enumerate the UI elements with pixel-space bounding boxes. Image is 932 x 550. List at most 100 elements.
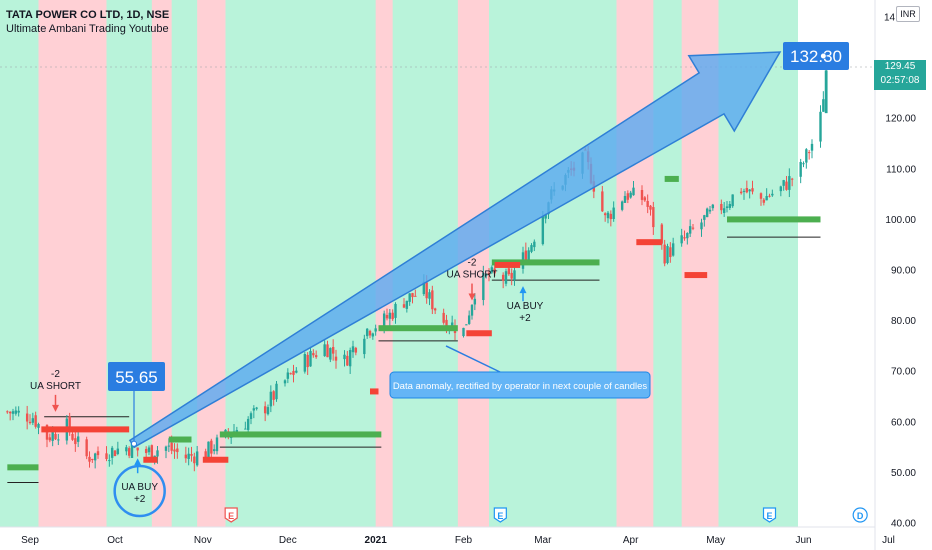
candle-190 [759,192,763,206]
candle-body [731,194,734,207]
candle-body [144,448,148,454]
candle-body [802,163,805,165]
candle-body [292,370,295,375]
candle-body [501,274,505,281]
candle-150 [601,185,604,213]
candle-93 [371,332,375,340]
candle-body [286,372,290,379]
candle-body [363,338,366,355]
candle-body [85,439,88,457]
anomaly-note: Data anomaly, rectified by operator in n… [389,345,651,399]
candle-body [504,271,508,284]
candle-body [195,451,199,466]
candle-body [768,195,771,197]
candle-117 [467,310,471,325]
candle-body [130,443,134,458]
candle-5 [25,405,29,430]
candle-77 [309,346,312,367]
candle-body [25,413,29,422]
candle-27 [110,445,114,465]
candle-body [365,328,369,337]
candle-40 [164,445,168,459]
callout-label: 55.65 [115,368,158,387]
y-tick-label: 70.00 [891,367,916,378]
candle-103 [411,292,414,304]
candle-92 [368,329,372,339]
candle-126 [504,268,508,287]
candle-21 [88,451,91,468]
candle-body [371,333,375,337]
candle-165 [660,223,664,250]
candle-body [190,454,193,456]
candle-85 [343,350,346,367]
candle-49 [195,445,199,467]
candle-body [394,303,397,318]
candle-151 [603,212,607,222]
candle-197 [785,175,788,191]
candle-99 [394,302,397,324]
candle-94 [374,324,377,336]
candle-body [487,272,491,275]
trend-arrow [128,51,782,449]
candle-107 [428,289,431,306]
candle-44 [176,443,179,459]
candle-182 [725,200,729,213]
candle-74 [295,367,298,374]
candle-118 [470,304,474,320]
candle-81 [326,340,329,358]
candle-body [632,187,635,196]
candle-166 [663,239,666,267]
candle-body [799,162,802,177]
candle-body [346,355,349,366]
candle-body [703,215,706,220]
candle-163 [649,204,652,216]
future-area [798,0,875,527]
candle-body [113,450,117,457]
candle-173 [688,219,692,238]
candle-52 [210,438,213,460]
candle-body [822,99,825,112]
candle-110 [442,308,445,325]
candle-4 [17,406,20,417]
candle-body [810,143,814,151]
bear-zone [375,0,393,527]
candle-171 [683,230,686,241]
candle-body [207,441,210,458]
candle-body [48,437,52,441]
candle-body [164,446,168,451]
candle-body [108,460,111,462]
candle-65 [263,401,267,422]
candle-89 [354,346,358,356]
last-candle [824,70,828,114]
candle-body [629,192,632,198]
candle-0 [6,410,9,414]
candle-body [173,449,176,452]
candle-body [782,180,785,186]
candle-189 [751,180,754,195]
currency-badge[interactable]: INR [896,6,920,22]
candle-203 [807,150,811,160]
candles [6,65,828,472]
candle-68 [272,390,275,406]
candle-body [110,447,114,458]
candle-body [314,355,318,358]
candle-7 [31,412,35,426]
note-text: Data anomaly, rectified by operator in n… [393,381,648,392]
candle-161 [643,195,647,202]
candle-body [170,442,173,451]
candle-115 [462,327,465,338]
candle-body [326,344,329,358]
signal-qty: +2 [134,494,146,505]
signal-label: UA SHORT [30,381,81,392]
candle-body [252,408,256,411]
candle-body [411,293,414,298]
event-letter: D [857,511,864,521]
candle-30 [125,444,128,456]
candle-body [105,453,108,459]
candle-body [759,193,763,199]
candle-body [96,451,100,456]
candle-body [688,226,692,234]
candle-body [212,449,216,452]
price-callouts: 55.65 132.30 [108,42,849,447]
